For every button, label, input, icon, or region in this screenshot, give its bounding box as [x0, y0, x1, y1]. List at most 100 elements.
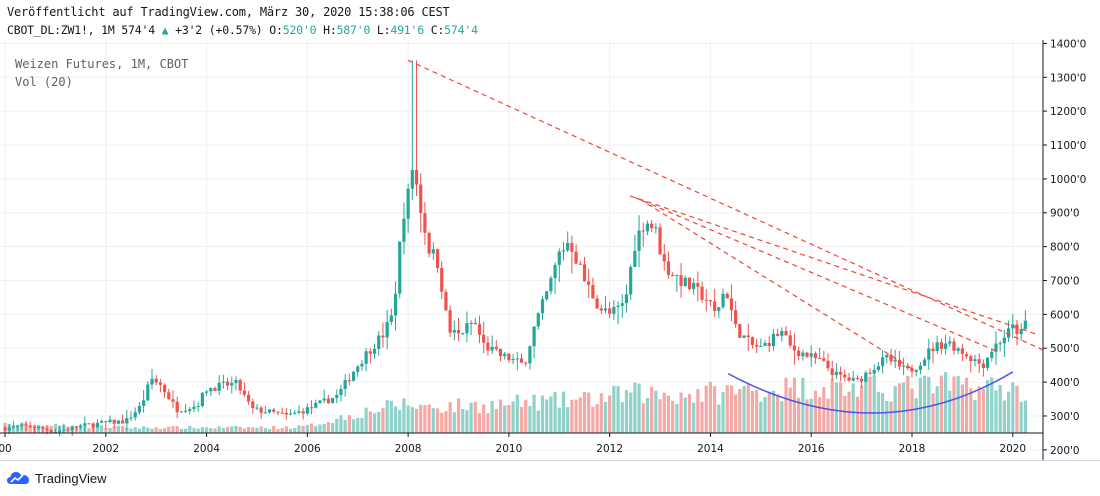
- volume-bar: [801, 377, 805, 433]
- candle-body: [759, 345, 763, 347]
- candle-body: [322, 398, 326, 401]
- candle-body: [771, 333, 776, 347]
- candle-body: [742, 335, 746, 338]
- volume-bar: [973, 399, 977, 433]
- candle-body: [28, 425, 32, 427]
- candle-body: [368, 351, 372, 354]
- volume-bar: [360, 418, 364, 433]
- volume-bar: [587, 392, 591, 433]
- candle-body: [507, 353, 511, 361]
- candle-body: [620, 303, 624, 306]
- volume-bar: [280, 428, 284, 433]
- candle-body: [524, 362, 528, 364]
- volume-bar: [507, 405, 511, 433]
- candle-body: [1006, 328, 1011, 338]
- candle-body: [830, 368, 834, 376]
- candle-body: [32, 426, 37, 429]
- volume-bar: [183, 428, 188, 433]
- volume-legend[interactable]: Vol (20): [15, 75, 73, 89]
- trend-line[interactable]: [634, 196, 998, 353]
- volume-bar: [330, 423, 335, 433]
- volume-bar: [175, 426, 179, 433]
- volume-bar: [717, 404, 721, 433]
- volume-bar: [368, 411, 372, 433]
- candle-body: [645, 223, 650, 232]
- y-tick-label: 400'0: [1050, 377, 1080, 389]
- candle-body: [494, 346, 498, 349]
- volume-bar: [251, 427, 255, 433]
- volume-bar: [221, 428, 225, 433]
- series-legend[interactable]: Weizen Futures, 1M, CBOT: [15, 57, 189, 71]
- candle-body: [209, 388, 213, 392]
- candle-body: [251, 401, 255, 408]
- candle-body: [456, 330, 461, 334]
- candle-body: [188, 408, 192, 411]
- candle-body: [666, 261, 671, 275]
- x-tick-label: 2020: [999, 443, 1026, 455]
- volume-bar: [759, 401, 763, 433]
- volume-bar: [192, 427, 196, 433]
- candle-body: [100, 421, 104, 423]
- volume-bar: [440, 412, 444, 433]
- x-tick-label: 00: [0, 443, 12, 455]
- candle-body: [784, 330, 788, 336]
- candle-body: [440, 267, 444, 292]
- close-value: 574'4: [444, 23, 478, 37]
- volume-bar: [255, 427, 259, 433]
- candle-body: [448, 310, 452, 333]
- candle-body: [410, 169, 414, 189]
- candle-body: [347, 380, 351, 382]
- volume-bar: [893, 386, 897, 433]
- candle-body: [204, 391, 209, 393]
- candle-body: [234, 379, 238, 384]
- plot-area[interactable]: [0, 40, 1043, 460]
- candle-body: [179, 411, 183, 413]
- volume-bar: [452, 412, 456, 433]
- volume-bar: [637, 383, 641, 433]
- volume-bar: [599, 393, 603, 433]
- volume-bar: [750, 390, 755, 433]
- candle-body: [162, 384, 167, 393]
- volume-bar: [595, 404, 599, 433]
- volume-bar: [742, 385, 746, 433]
- candle-body: [167, 392, 171, 400]
- volume-bar: [906, 375, 910, 433]
- tradingview-logo[interactable]: TradingView: [7, 469, 107, 487]
- candle-body: [200, 392, 204, 407]
- volume-bar: [708, 381, 713, 433]
- volume-bar: [284, 426, 288, 433]
- candle-body: [393, 293, 398, 316]
- volume-bar: [87, 428, 91, 433]
- volume-bar: [553, 391, 557, 433]
- volume-bar: [301, 425, 305, 433]
- volume-bar: [335, 418, 339, 433]
- candle-body: [87, 423, 91, 425]
- volume-bar: [549, 396, 553, 433]
- volume-bar: [318, 424, 322, 433]
- candle-body: [385, 321, 389, 338]
- x-tick-label: 2018: [899, 443, 926, 455]
- candle-body: [66, 429, 70, 431]
- candle-body: [58, 430, 62, 433]
- volume-bar: [150, 428, 154, 433]
- rounding-arc-path[interactable]: [727, 371, 1014, 414]
- candle-body: [121, 420, 125, 424]
- low-label: L:: [376, 23, 391, 37]
- volume-bar: [343, 419, 347, 433]
- trend-line[interactable]: [639, 198, 918, 373]
- volume-bar: [528, 406, 532, 433]
- candle-body: [692, 283, 696, 290]
- volume-bar: [561, 391, 566, 433]
- candle-body: [969, 356, 973, 362]
- candle-body: [16, 425, 20, 427]
- candle-body: [557, 251, 561, 265]
- candle-body: [776, 333, 780, 336]
- candle-body: [612, 306, 616, 314]
- volume-bar: [671, 400, 675, 433]
- candle-body: [364, 351, 368, 364]
- candle-body: [377, 335, 381, 349]
- volume-bar: [738, 389, 742, 433]
- volume-bar: [734, 394, 738, 433]
- volume-bar: [755, 389, 759, 433]
